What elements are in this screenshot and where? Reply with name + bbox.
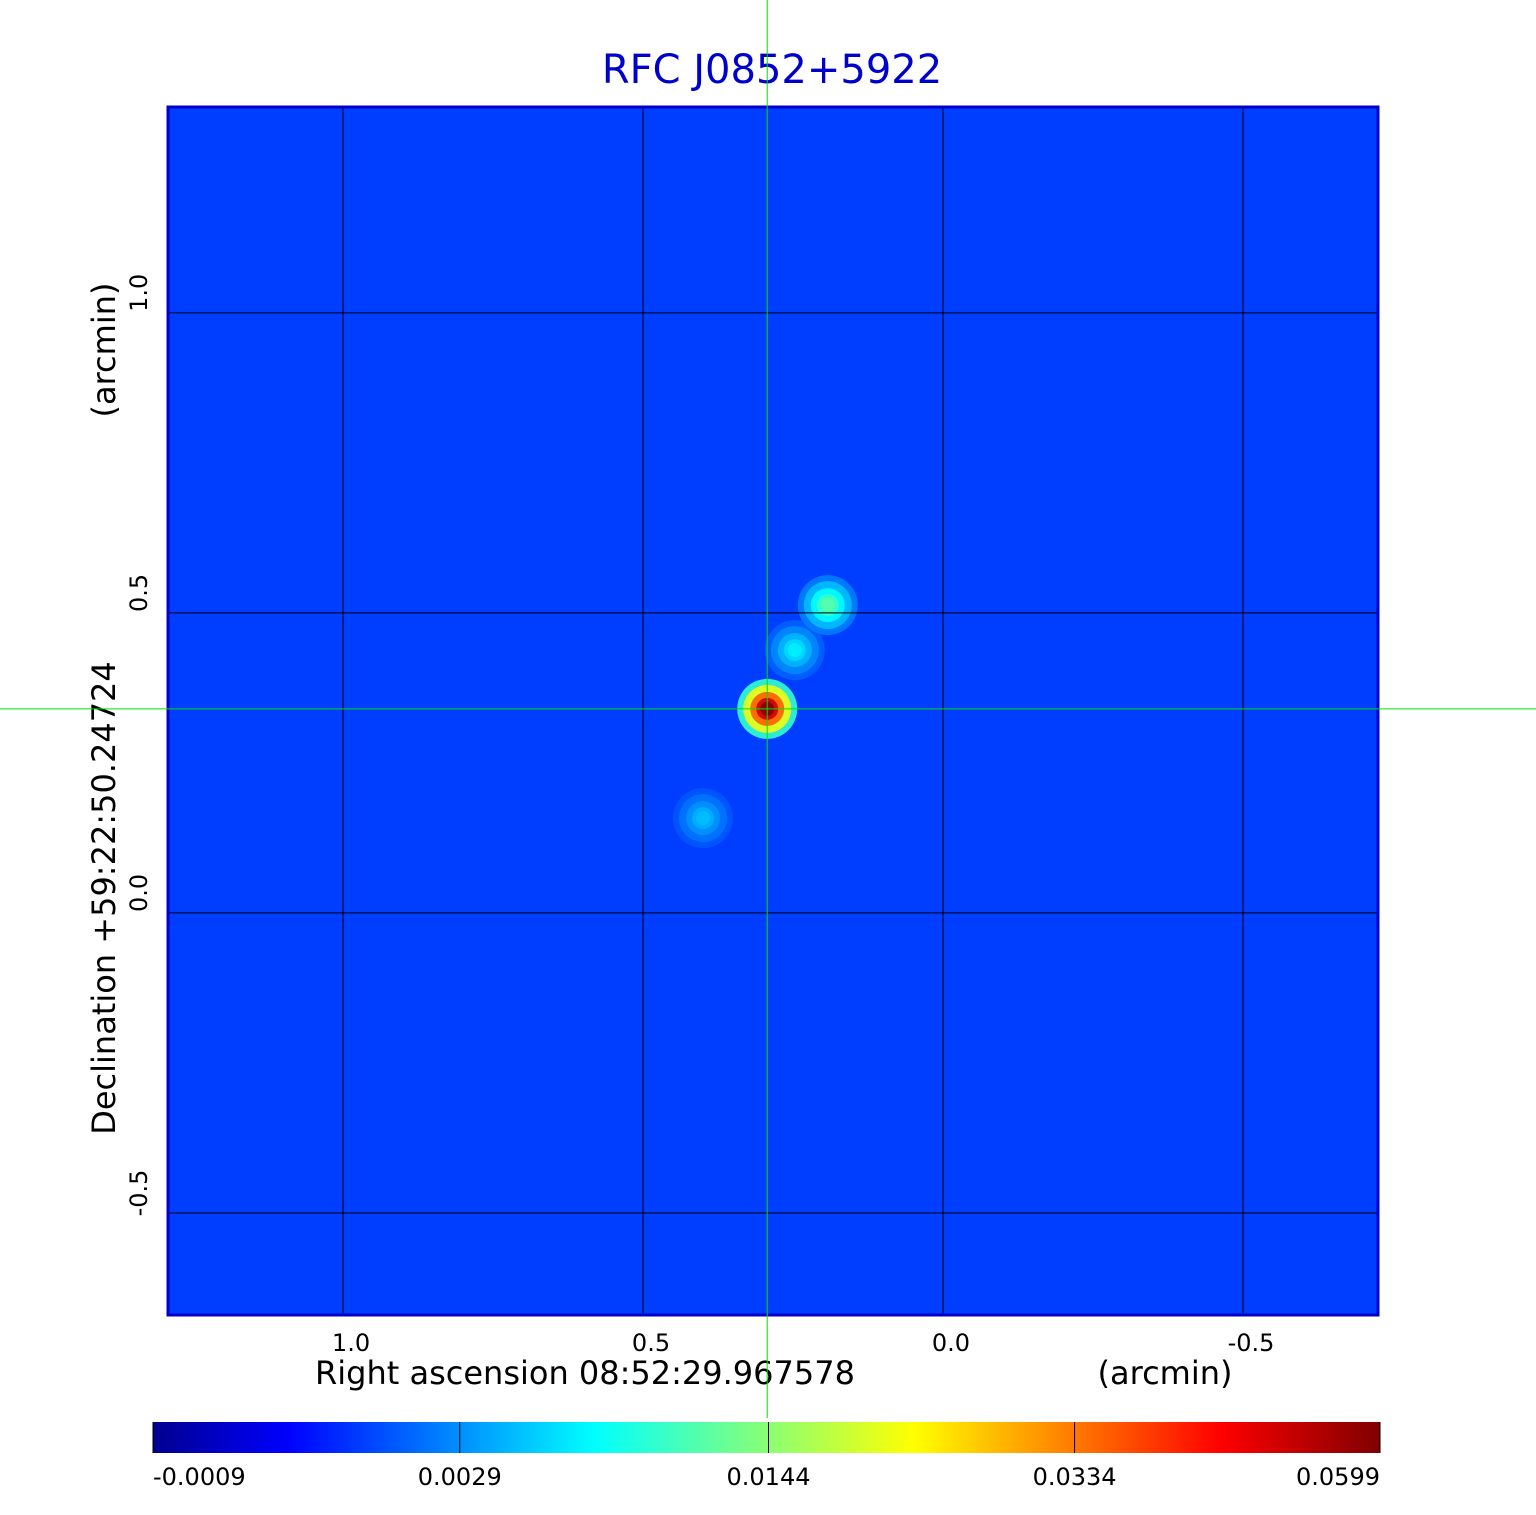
source [764,620,825,681]
y-tick-label: 0.5 [125,574,153,612]
x-axis-unit: (arcmin) [1098,1354,1233,1392]
image-layer [673,575,858,849]
y-tick-label: 0.0 [125,874,153,912]
colorbar [153,1422,1380,1453]
x-axis-label: Right ascension 08:52:29.967578 [315,1354,855,1392]
x-tick-label: 0.5 [632,1329,670,1357]
colorbar-tick-label: 0.0334 [1033,1463,1117,1491]
y-axis-unit: (arcmin) [85,283,123,418]
source [797,575,858,636]
x-tick-label: 0.0 [932,1329,970,1357]
y-tick-label: -0.5 [125,1170,153,1217]
source-level [820,598,835,613]
x-tick-label: -0.5 [1228,1329,1275,1357]
colorbar-tick-label: 0.0029 [418,1463,502,1491]
colorbar-tick-label: 0.0144 [727,1463,811,1491]
source-level [787,643,802,658]
source [673,788,734,849]
colorbar-tick-label: 0.0599 [1296,1463,1380,1491]
x-tick-label: 1.0 [332,1329,370,1357]
plot-frame [166,105,1380,1317]
chart-title: RFC J0852+5922 [602,47,942,93]
source-level [696,811,711,826]
colorbar-tick-label: -0.0009 [153,1463,246,1491]
y-tick-label: 1.0 [125,274,153,312]
y-axis-label: Declination +59:22:50.24724 [85,661,123,1135]
